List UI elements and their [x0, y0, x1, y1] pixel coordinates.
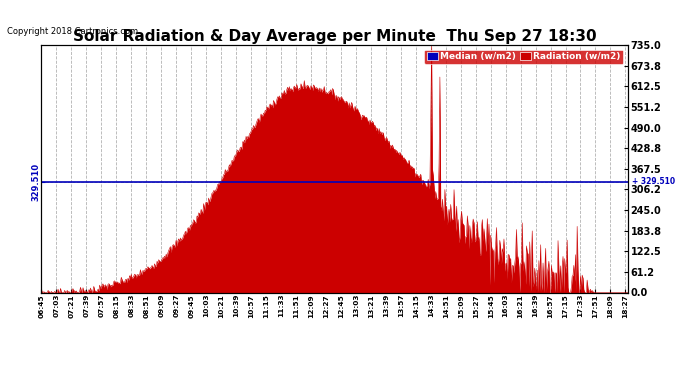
Text: + 329.510: + 329.510: [632, 177, 676, 186]
Text: Copyright 2018 Cartronics.com: Copyright 2018 Cartronics.com: [7, 27, 138, 36]
Legend: Median (w/m2), Radiation (w/m2): Median (w/m2), Radiation (w/m2): [424, 50, 623, 64]
Title: Solar Radiation & Day Average per Minute  Thu Sep 27 18:30: Solar Radiation & Day Average per Minute…: [73, 29, 596, 44]
